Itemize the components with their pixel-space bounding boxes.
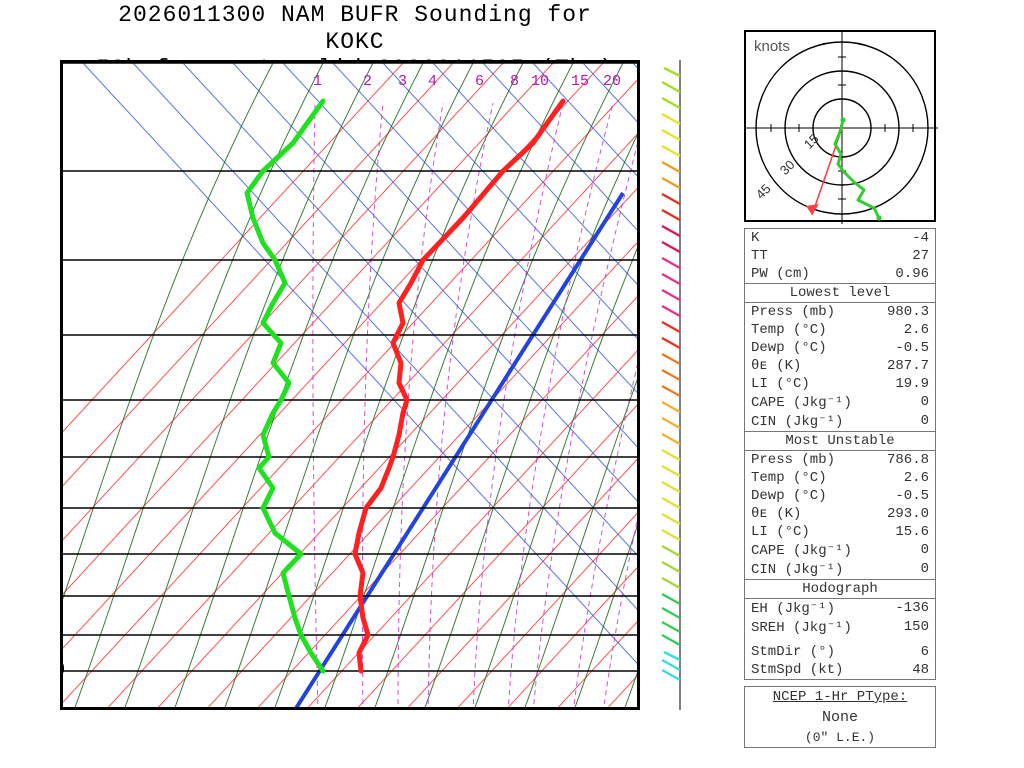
- lowest-cape-row[interactable]: CAPE (Jkg⁻¹) 0: [745, 393, 935, 412]
- hodograph-stats-title: Hodograph: [745, 579, 935, 599]
- sounding-root: 2026011300 NAM BUFR Sounding for KOKC 53…: [0, 0, 1024, 768]
- stats-table[interactable]: K -4 TT 27 PW (cm) 0.96 Lowest level Pre…: [744, 228, 936, 680]
- skewt-gridlines: 1 2 3 4 6 8 10 15 20: [63, 63, 640, 710]
- lowest-temp-row[interactable]: Temp (°C) 2.6: [745, 321, 935, 339]
- svg-text:3: 3: [398, 73, 407, 90]
- tt-index-row[interactable]: TT 27: [745, 247, 935, 265]
- title-line1: 2026011300 NAM BUFR Sounding for KOKC: [95, 2, 615, 56]
- svg-text:1: 1: [313, 73, 322, 90]
- mu-temp-row[interactable]: Temp (°C) 2.6: [745, 469, 935, 487]
- svg-text:2: 2: [363, 73, 372, 90]
- svg-text:20: 20: [603, 73, 621, 90]
- svg-text:15: 15: [571, 73, 589, 90]
- mu-press-row[interactable]: Press (mb) 786.8: [745, 451, 935, 469]
- pressure-tick-1000[interactable]: 1000: [60, 660, 65, 683]
- most-unstable-title: Most Unstable: [745, 431, 935, 451]
- lowest-li-row[interactable]: LI (°C) 19.9: [745, 375, 935, 393]
- mu-thetae-row[interactable]: θᴇ (K) 293.0: [745, 505, 935, 523]
- eh-row[interactable]: EH (Jkg⁻¹) -136: [745, 599, 935, 618]
- mu-li-row[interactable]: LI (°C) 15.6: [745, 523, 935, 541]
- lowest-level-title: Lowest level: [745, 283, 935, 303]
- lowest-cin-row[interactable]: CIN (Jkg⁻¹) 0: [745, 412, 935, 431]
- lowest-dewp-row[interactable]: Dewp (°C) -0.5: [745, 339, 935, 357]
- skewt-panel[interactable]: 1 2 3 4 6 8 10 15 20 100 200 300 400 500…: [60, 60, 640, 710]
- ptype-header: NCEP 1-Hr PType:: [745, 687, 935, 707]
- svg-text:10: 10: [531, 73, 549, 90]
- hodograph-panel[interactable]: knots 15 30 45: [744, 30, 936, 222]
- hodograph-units-label: knots: [754, 38, 790, 55]
- mu-cape-row[interactable]: CAPE (Jkg⁻¹) 0: [745, 541, 935, 560]
- lowest-thetae-row[interactable]: θᴇ (K) 287.7: [745, 357, 935, 375]
- pw-row[interactable]: PW (cm) 0.96: [745, 265, 935, 283]
- mu-dewp-row[interactable]: Dewp (°C) -0.5: [745, 487, 935, 505]
- svg-text:6: 6: [475, 73, 484, 90]
- svg-text:8: 8: [510, 73, 519, 90]
- ptype-value: None: [745, 707, 935, 728]
- mu-cin-row[interactable]: CIN (Jkg⁻¹) 0: [745, 560, 935, 579]
- lowest-press-row[interactable]: Press (mb) 980.3: [745, 303, 935, 321]
- svg-text:4: 4: [428, 73, 437, 90]
- stmdir-row[interactable]: StmDir (°) 6: [745, 643, 935, 661]
- sreh-row[interactable]: SREH (Jkg⁻¹) 150: [745, 618, 935, 637]
- ptype-sub: (0" L.E.): [745, 728, 935, 747]
- k-index-row[interactable]: K -4: [745, 229, 935, 247]
- wind-barb-column: [660, 60, 700, 710]
- ptype-box[interactable]: NCEP 1-Hr PType: None (0" L.E.): [744, 686, 936, 748]
- stmspd-row[interactable]: StmSpd (kt) 48: [745, 661, 935, 679]
